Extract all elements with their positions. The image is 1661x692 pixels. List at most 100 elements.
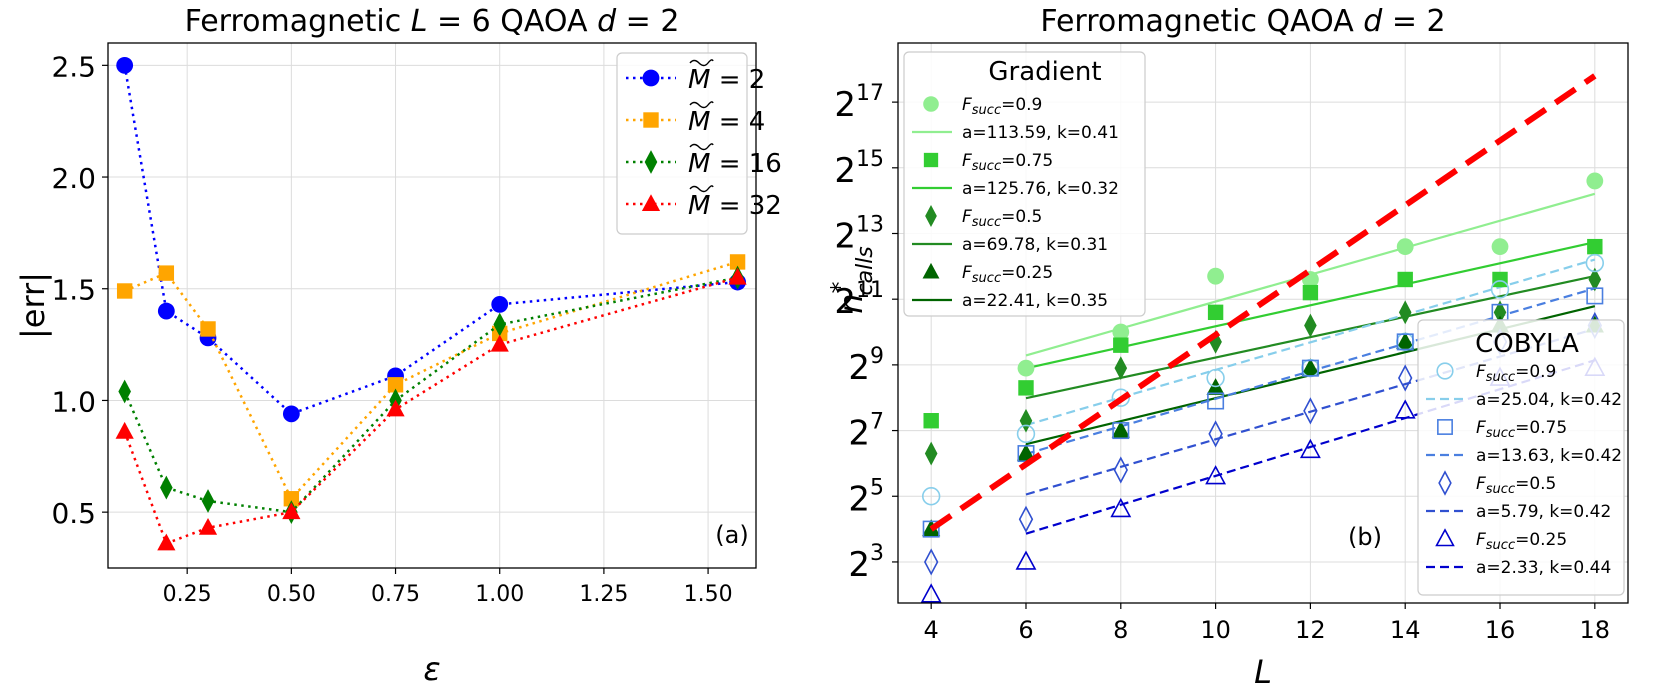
legend-fit: a=69.78, k=0.31 — [962, 235, 1108, 255]
data-point — [1398, 364, 1413, 392]
data-point — [1586, 172, 1604, 190]
data-point — [1304, 313, 1317, 338]
data-point — [1396, 238, 1414, 256]
reference-line — [929, 73, 1597, 532]
data-point — [1019, 408, 1033, 433]
data-point — [1491, 238, 1509, 256]
data-point — [1111, 388, 1130, 407]
legend-fit: a=13.63, k=0.42 — [1476, 446, 1622, 466]
legend-entry: Fsucc=0.25 — [962, 263, 1053, 286]
data-point — [1303, 397, 1318, 425]
series-line-32 — [123, 276, 738, 546]
legend-fit: a=22.41, k=0.35 — [962, 291, 1108, 311]
panel-label: (a) — [715, 521, 748, 549]
data-point — [1396, 333, 1414, 351]
tick-base: 2 — [848, 348, 870, 388]
y-tick-label: 23 — [848, 541, 884, 585]
data-point — [198, 517, 218, 535]
title-var: d — [597, 4, 617, 39]
x-tick-label: 18 — [1580, 616, 1611, 644]
data-point — [1113, 337, 1129, 353]
tick-base: 2 — [834, 151, 856, 191]
title-text: = 2 — [616, 4, 679, 39]
tick-exponent: 3 — [870, 541, 884, 566]
legend-f-sub: succ — [972, 215, 1001, 230]
data-point — [1396, 332, 1415, 349]
x-tick-label: 1.25 — [579, 582, 628, 607]
x-tick-label: 0.50 — [267, 582, 316, 607]
tick-exponent: 11 — [856, 278, 884, 303]
chart-title: Ferromagnetic L = 6 QAOA d = 2 — [185, 4, 680, 39]
x-tick-label: 0.75 — [371, 582, 420, 607]
data-point — [920, 583, 942, 603]
data-point — [1490, 280, 1510, 299]
legend-symbol: M — [688, 191, 710, 221]
x-axis-label: ε — [423, 650, 440, 688]
x-tick-label: 8 — [1113, 616, 1128, 644]
legend-frame — [903, 51, 1146, 317]
data-point — [1207, 267, 1224, 285]
legend-f-val: =0.9 — [1515, 362, 1556, 382]
legend-marker — [922, 262, 940, 279]
data-point — [118, 379, 131, 404]
data-point — [1586, 287, 1604, 305]
legend-f-val: =0.25 — [1515, 530, 1567, 550]
data-point — [1015, 550, 1037, 570]
legend-f-sub: succ — [1486, 482, 1515, 497]
data-point — [923, 413, 939, 429]
x-tick-label: 12 — [1295, 616, 1326, 644]
legend-f-sub: succ — [972, 103, 1001, 118]
legend-f: F — [1476, 362, 1486, 382]
legend-f: F — [962, 263, 972, 283]
legend-f-sub: succ — [972, 271, 1001, 286]
data-point — [1208, 420, 1223, 448]
y-tick-label: 217 — [834, 81, 884, 125]
data-point — [158, 265, 175, 281]
data-point — [1299, 438, 1321, 459]
y-tick-label: 2.0 — [51, 162, 96, 195]
x-tick-label: 1.00 — [475, 582, 524, 607]
data-point — [387, 377, 404, 393]
legend-frame — [1417, 319, 1625, 596]
legend-marker — [1437, 419, 1453, 435]
legend-marker — [923, 96, 939, 112]
legend-symbol: M — [688, 65, 710, 95]
data-point — [200, 321, 216, 337]
data-point — [923, 548, 939, 576]
y-tick-label: 213 — [834, 212, 884, 256]
tick-exponent: 9 — [870, 344, 884, 369]
legend-entry: M = 16 — [688, 149, 782, 179]
legend-value: = 32 — [710, 191, 781, 221]
legend-entry: Fsucc=0.9 — [962, 95, 1042, 118]
ylabel-sub: calls — [853, 246, 878, 295]
data-point — [386, 399, 405, 417]
x-axis-label: L — [1254, 653, 1272, 691]
legend-f-val: =0.9 — [1001, 95, 1042, 115]
legend-entry: Fsucc=0.5 — [1476, 474, 1556, 497]
legend-f-sub: succ — [1486, 538, 1515, 553]
legend-title: COBYLA — [1475, 329, 1579, 359]
legend-entry: M = 4 — [688, 107, 765, 137]
data-point — [1111, 420, 1130, 438]
data-point — [921, 487, 941, 506]
tick-base: 2 — [848, 414, 870, 454]
legend-symbol: M — [688, 149, 710, 179]
data-point — [282, 502, 301, 520]
data-point — [1207, 304, 1224, 321]
legend-marker — [1436, 362, 1454, 380]
legend-value: = 2 — [710, 65, 765, 95]
legend-f: F — [962, 207, 972, 227]
x-tick-label: 0.25 — [163, 582, 212, 607]
tick-exponent: 17 — [856, 81, 884, 106]
y-tick-label: 2.5 — [51, 50, 96, 83]
data-point — [1301, 359, 1319, 377]
legend-f-val: =0.75 — [1001, 151, 1053, 171]
data-point — [115, 421, 134, 439]
legend-entry: M = 32 — [688, 191, 782, 221]
data-point — [1207, 392, 1225, 410]
data-point — [1492, 271, 1508, 288]
x-tick-label: 1.50 — [684, 582, 733, 607]
legend-marker — [925, 204, 937, 228]
